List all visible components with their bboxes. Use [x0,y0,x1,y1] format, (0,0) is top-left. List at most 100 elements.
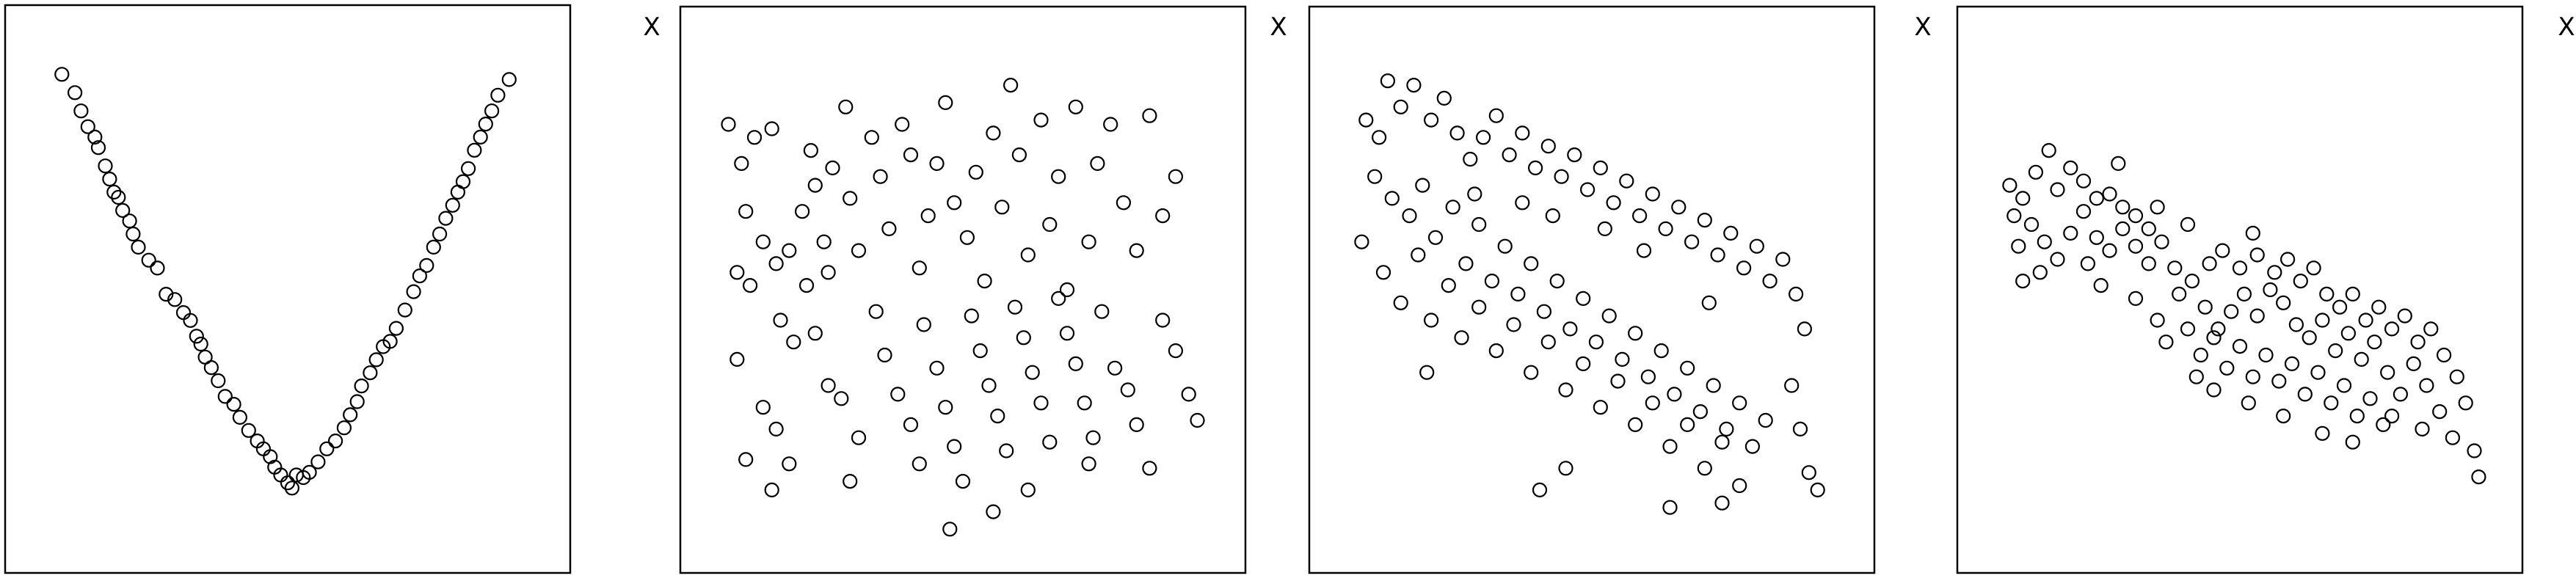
data-point [2384,321,2400,337]
scatter-points-2 [721,77,1205,537]
data-point [1033,112,1049,128]
data-point [1706,378,1721,393]
data-point [150,260,165,276]
data-point [232,409,247,425]
data-point [2328,343,2343,359]
data-point [2063,160,2078,175]
data-point [895,117,910,132]
data-point [2141,256,2156,271]
data-point [1680,417,1695,433]
data-point [1068,356,1083,371]
data-point [2245,225,2260,241]
data-point [920,208,936,224]
data-point [912,260,927,276]
data-point [2224,304,2239,319]
data-point [798,278,815,293]
data-point [1488,343,1504,359]
data-point [2075,204,2092,219]
data-point [1445,200,1460,215]
data-point [1692,403,1708,420]
data-point [193,336,208,352]
data-point [2202,256,2217,271]
data-point [363,365,378,381]
data-point [2302,330,2317,346]
data-point [1701,295,1717,310]
data-point [115,202,131,218]
data-point [1714,434,1730,450]
data-point [1732,478,1747,494]
data-point [226,396,241,412]
data-point [2393,387,2408,402]
data-point [284,480,299,496]
data-point [1011,147,1027,163]
data-point [1142,461,1157,476]
data-point [241,423,256,438]
data-point [2115,221,2131,236]
data-point [2002,178,2017,193]
data-point [125,226,141,242]
data-point [280,475,296,491]
data-point [2080,256,2095,271]
data-point [782,456,797,472]
data-point [1532,482,1548,498]
data-point [122,213,137,229]
data-point [881,221,897,236]
data-point [1168,169,1184,184]
data-point [1536,304,1551,319]
data-point [742,278,758,293]
data-point [1714,495,1730,511]
data-point [2362,391,2378,406]
data-point [1463,151,1478,167]
data-point [2245,369,2260,384]
data-point [1471,216,1487,233]
data-point [2432,403,2448,420]
data-point [2423,321,2439,337]
x-axis-label-4: X [1914,12,1931,42]
data-point [1427,230,1444,245]
data-point [1081,456,1096,472]
x-axis-label-right: X [2558,12,2575,42]
data-point [1588,335,1604,350]
data-point [2284,356,2300,371]
data-point [816,234,832,249]
data-point [1020,247,1036,263]
data-point [1775,252,1791,267]
data-point [484,103,500,119]
data-point [825,160,840,175]
data-point [2367,335,2382,350]
data-point [1540,335,1556,350]
data-point [1749,238,1764,254]
data-point [768,421,784,437]
data-point [1475,130,1491,145]
data-point [1545,208,1560,224]
data-point [2011,238,2026,254]
data-point [959,230,975,245]
data-point [1042,434,1058,450]
data-point [1784,378,1800,393]
data-point [916,317,931,332]
data-point [426,239,441,255]
data-point [2150,200,2165,215]
data-point [2167,260,2183,276]
data-point [2128,290,2144,306]
data-point [432,226,448,242]
data-point [838,99,854,114]
data-point [1458,256,1474,271]
data-point [382,334,398,349]
data-point [1051,169,1066,184]
data-point [2015,274,2031,289]
data-point [803,143,819,158]
data-point [2467,443,2482,458]
data-point [2089,230,2104,245]
data-point [175,305,192,321]
data-point [834,391,849,406]
data-point [1436,90,1452,106]
data-point [1449,125,1465,141]
data-point [67,85,83,101]
data-point [310,454,326,469]
data-point [942,522,958,537]
data-point [445,197,460,213]
data-point [1423,112,1439,128]
data-point [203,360,219,376]
data-point [1662,439,1678,454]
